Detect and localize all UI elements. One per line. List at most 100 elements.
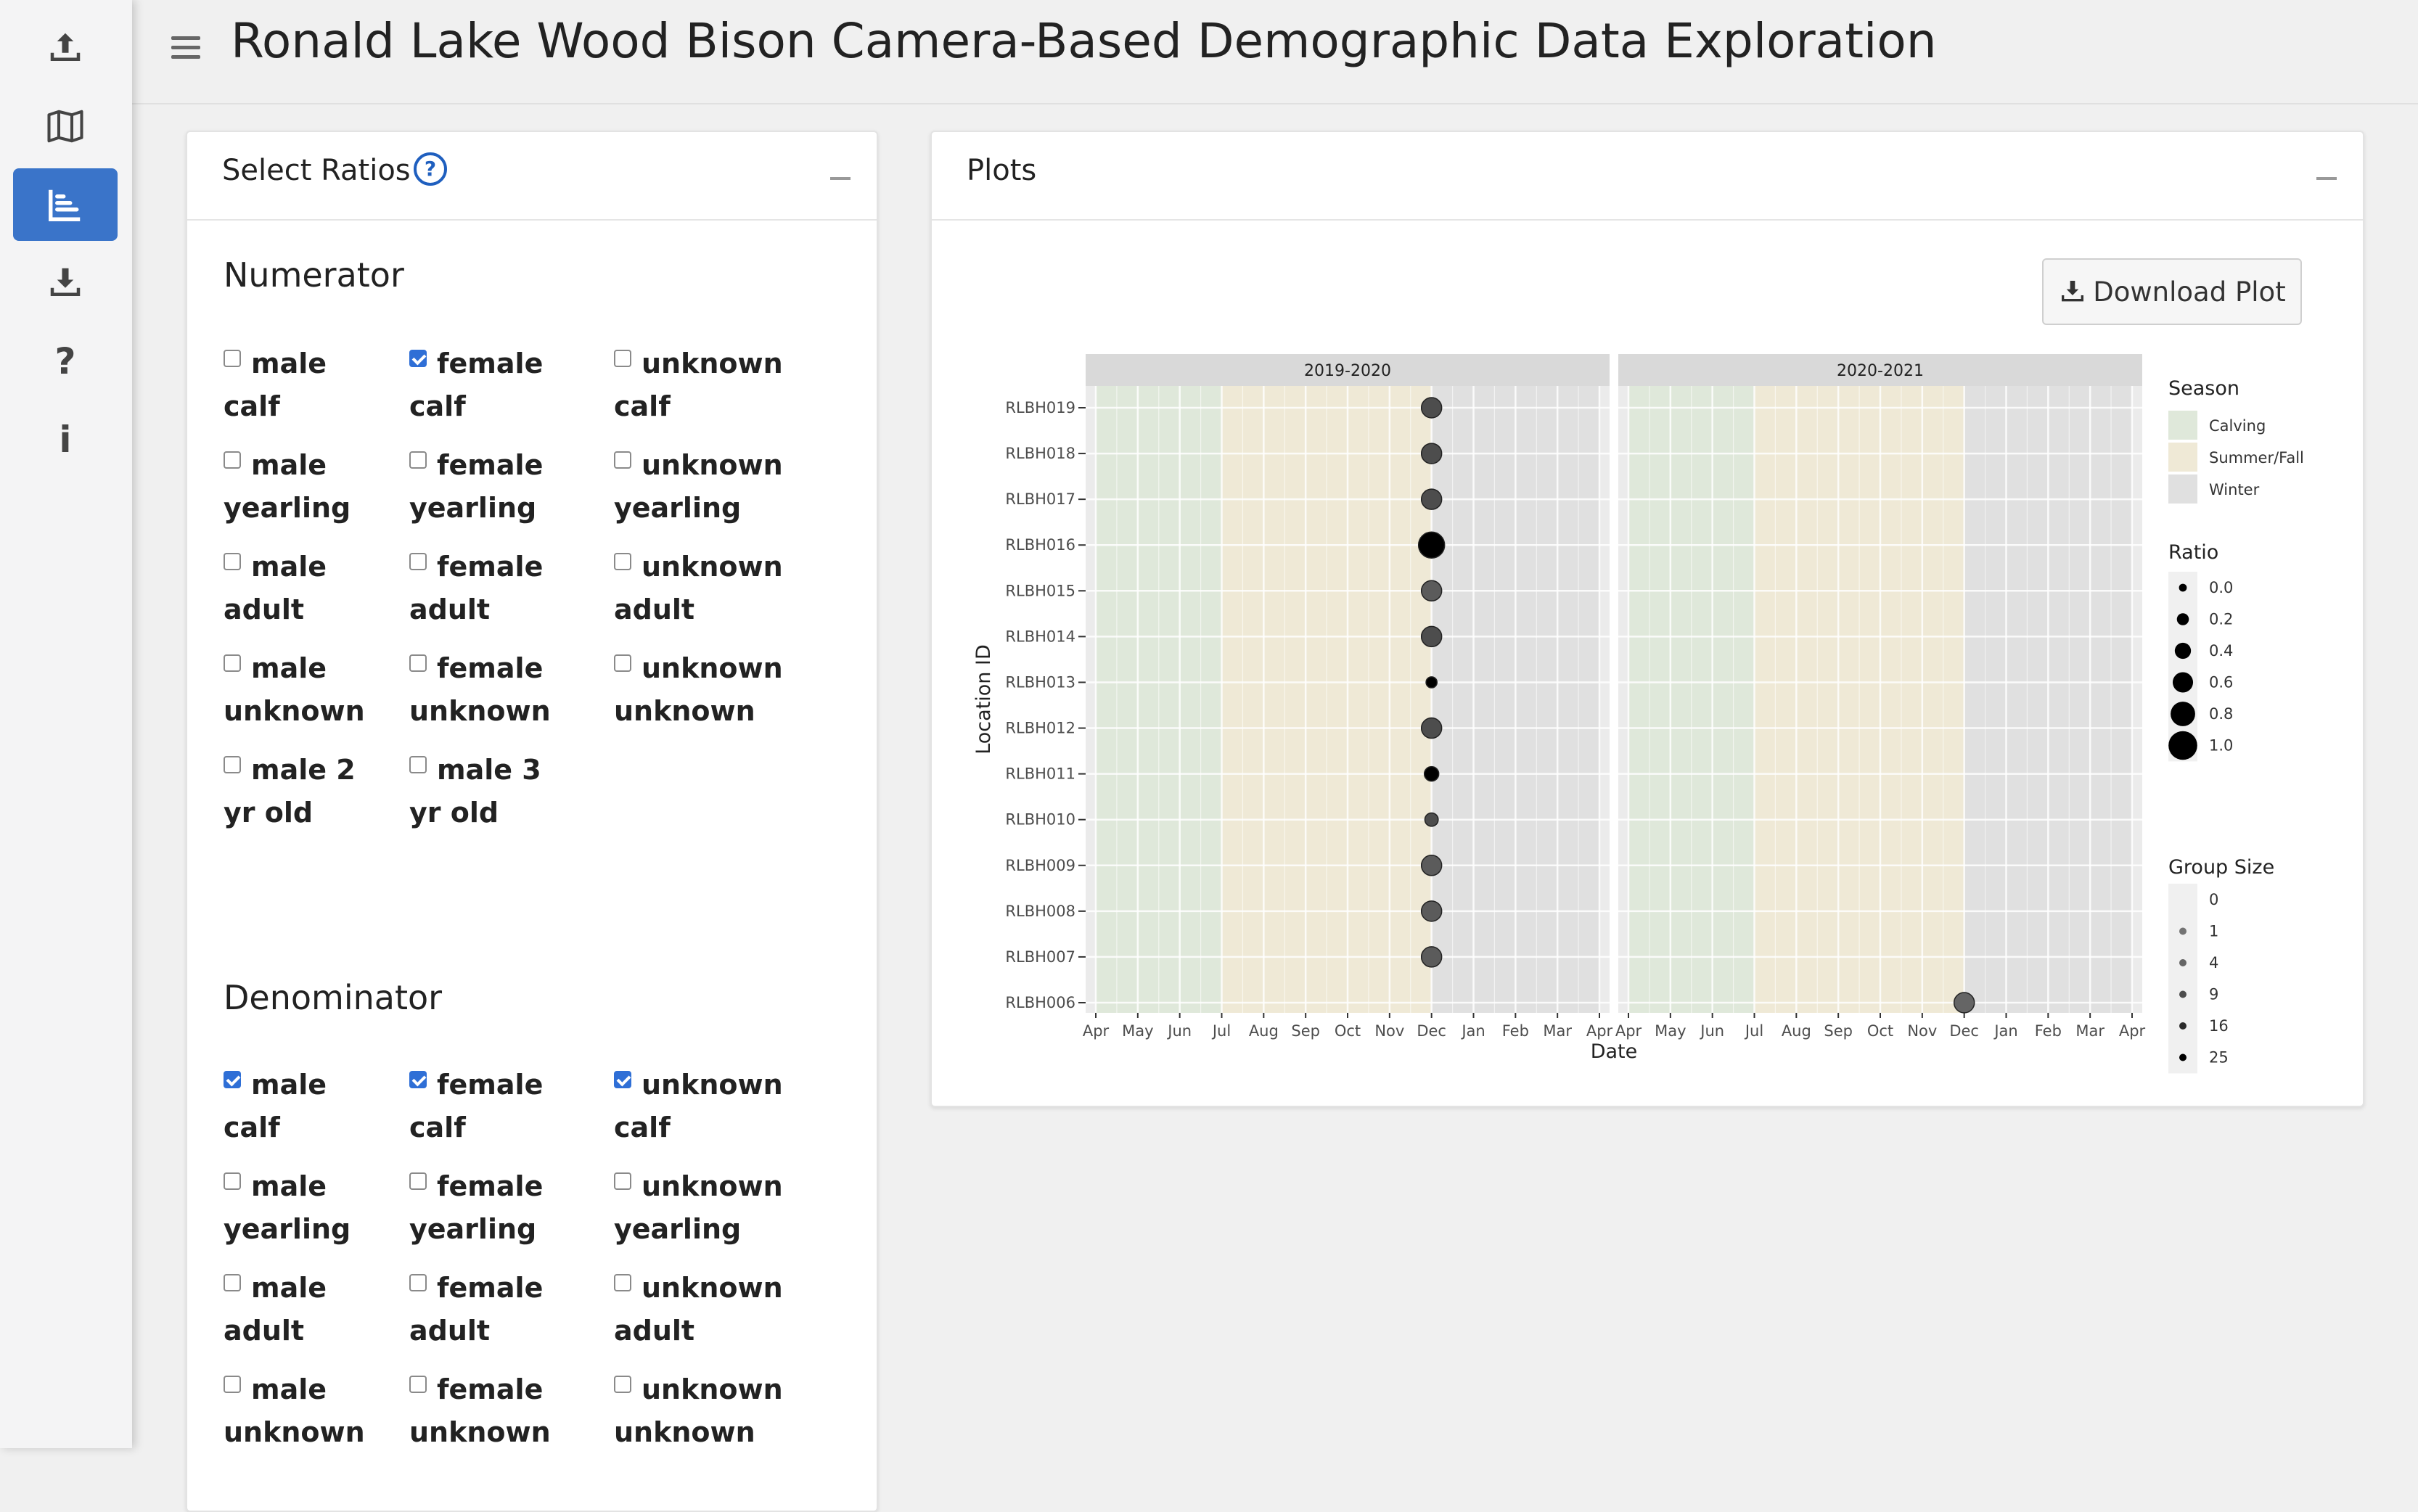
legend-key-season	[2168, 474, 2197, 504]
denominator-checkbox[interactable]	[409, 1376, 427, 1393]
data-point	[1420, 946, 1443, 968]
denominator-checkbox[interactable]	[409, 1071, 427, 1088]
x-tick-label: Jul	[1211, 1022, 1231, 1040]
numerator-checkbox[interactable]	[614, 654, 631, 672]
denominator-option-label: unknown calf	[614, 1069, 783, 1143]
denominator-title: Denominator	[224, 978, 443, 1017]
download-icon	[50, 268, 81, 296]
data-point	[1420, 855, 1443, 876]
denominator-checkbox[interactable]	[614, 1274, 631, 1291]
legend-label-ratio: 0.2	[2209, 611, 2233, 628]
numerator-option-label: unknown calf	[614, 348, 783, 422]
y-tick-label: RLBH009	[1005, 857, 1075, 874]
sidebar-item-upload[interactable]	[13, 12, 118, 84]
numerator-option-label: unknown unknown	[614, 652, 783, 727]
data-point	[1420, 488, 1443, 510]
y-tick-label: RLBH016	[1005, 536, 1075, 554]
y-tick-label: RLBH010	[1005, 811, 1075, 829]
legend-label-group-size: 0	[2209, 891, 2218, 908]
numerator-checkbox[interactable]	[224, 350, 241, 367]
denominator-checkbox[interactable]	[614, 1071, 631, 1088]
x-tick-label: May	[1122, 1022, 1153, 1040]
legend-label-season: Summer/Fall	[2209, 449, 2304, 467]
legend-label-group-size: 4	[2209, 954, 2218, 971]
legend-key-ratio	[2174, 642, 2192, 660]
x-tick-label: Oct	[1335, 1022, 1361, 1040]
numerator-checkbox[interactable]	[409, 654, 427, 672]
legend-label-ratio: 0.8	[2209, 705, 2233, 723]
legend-key-ratio	[2171, 702, 2195, 726]
data-point	[1953, 992, 1975, 1014]
numerator-option-label: male calf	[224, 348, 327, 422]
legend-key-group-size	[2179, 927, 2187, 935]
x-tick-label: May	[1655, 1022, 1686, 1040]
x-tick-label: Aug	[1249, 1022, 1279, 1040]
sidebar-item-download[interactable]	[13, 247, 118, 319]
collapse-ratios-button[interactable]	[830, 177, 851, 180]
collapse-plots-button[interactable]	[2316, 177, 2337, 180]
numerator-option-label: female calf	[409, 348, 544, 422]
legend-key-group-size	[2179, 959, 2187, 966]
legend-label-ratio: 0.4	[2209, 642, 2233, 660]
plots-card: Plots Download Plot 2019-2020 Apr May Jun Ju…	[930, 131, 2364, 1107]
numerator-checkbox[interactable]	[409, 756, 427, 773]
numerator-option-label: male adult	[224, 551, 327, 625]
denominator-checkbox[interactable]	[224, 1071, 241, 1088]
x-tick-label: Apr	[2119, 1022, 2146, 1040]
x-axis-title: Date	[1591, 1040, 1638, 1063]
y-tick-label: RLBH007	[1005, 948, 1075, 966]
legend-label-group-size: 16	[2209, 1017, 2229, 1035]
data-point	[1420, 443, 1443, 464]
denominator-option-label: female unknown	[409, 1373, 551, 1448]
x-tick-label: Feb	[1502, 1022, 1529, 1040]
numerator-checkbox[interactable]	[614, 553, 631, 570]
download-plot-label: Download Plot	[2093, 276, 2286, 308]
legend-label-group-size: 1	[2209, 923, 2218, 940]
denominator-checkbox[interactable]	[224, 1274, 241, 1291]
denominator-checkbox[interactable]	[224, 1172, 241, 1190]
numerator-option-label: unknown yearling	[614, 449, 783, 524]
legend-key-ratio	[2172, 672, 2194, 693]
data-point	[1424, 812, 1439, 827]
legend-key-season	[2168, 411, 2197, 440]
numerator-checkbox[interactable]	[409, 553, 427, 570]
sidebar-item-help[interactable]: ?	[13, 325, 118, 398]
denominator-option-label: male calf	[224, 1069, 327, 1143]
hamburger-menu-icon[interactable]	[171, 32, 200, 61]
facet-strip-label: 2019-2020	[1304, 362, 1391, 380]
data-point	[1420, 397, 1443, 419]
denominator-checkbox[interactable]	[224, 1376, 241, 1393]
x-tick-label: Feb	[2035, 1022, 2062, 1040]
numerator-option-label: female adult	[409, 551, 544, 625]
legend-key-group-size	[2179, 1053, 2187, 1061]
x-tick-label: Jan	[1993, 1022, 2017, 1040]
denominator-checkbox[interactable]	[614, 1376, 631, 1393]
map-icon	[47, 110, 83, 143]
numerator-checkbox[interactable]	[614, 451, 631, 469]
help-circle-icon[interactable]: ?	[414, 152, 447, 186]
numerator-checkbox[interactable]	[224, 654, 241, 672]
select-ratios-card: Select Ratios ? Numerator male calf female…	[186, 131, 878, 1512]
numerator-checkbox[interactable]	[224, 756, 241, 773]
legend-label-group-size: 25	[2209, 1049, 2229, 1067]
numerator-checkbox[interactable]	[224, 553, 241, 570]
data-point	[1425, 676, 1438, 689]
sidebar-item-plots[interactable]	[13, 168, 118, 241]
x-tick-label: Jul	[1744, 1022, 1763, 1040]
denominator-checkbox[interactable]	[409, 1274, 427, 1291]
y-tick-label: RLBH012	[1005, 720, 1075, 737]
sidebar-item-map[interactable]	[13, 90, 118, 163]
numerator-checkbox[interactable]	[409, 350, 427, 367]
y-tick-label: RLBH017	[1005, 490, 1075, 508]
y-tick-label: RLBH006	[1005, 994, 1075, 1011]
denominator-checkbox[interactable]	[614, 1172, 631, 1190]
numerator-checkbox[interactable]	[224, 451, 241, 469]
numerator-checkbox[interactable]	[614, 350, 631, 367]
select-ratios-title: Select Ratios	[222, 154, 411, 187]
download-plot-button[interactable]: Download Plot	[2042, 258, 2302, 325]
sidebar-item-info[interactable]: i	[13, 403, 118, 476]
numerator-checkbox[interactable]	[409, 451, 427, 469]
sidebar: ? i	[0, 0, 132, 1448]
denominator-option-label: male adult	[224, 1272, 327, 1347]
denominator-checkbox[interactable]	[409, 1172, 427, 1190]
